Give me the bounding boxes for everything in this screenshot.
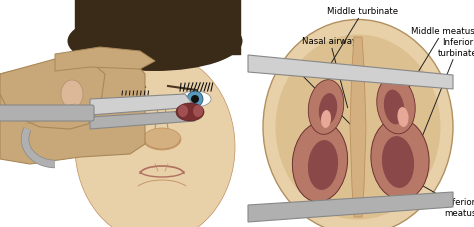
Ellipse shape	[128, 96, 142, 109]
Text: Floor of nose: Floor of nose	[320, 200, 376, 214]
Ellipse shape	[308, 141, 338, 190]
Ellipse shape	[384, 90, 404, 125]
Polygon shape	[90, 95, 195, 116]
Ellipse shape	[131, 99, 138, 106]
Ellipse shape	[371, 118, 429, 200]
Text: Nasal airway: Nasal airway	[302, 37, 357, 108]
Polygon shape	[350, 38, 366, 217]
Ellipse shape	[275, 35, 440, 220]
Ellipse shape	[308, 80, 344, 135]
Polygon shape	[248, 56, 453, 90]
FancyBboxPatch shape	[0, 106, 94, 121]
Ellipse shape	[382, 136, 414, 188]
Ellipse shape	[176, 104, 204, 121]
Ellipse shape	[179, 92, 211, 108]
Text: Nasal septum: Nasal septum	[266, 65, 352, 126]
Polygon shape	[90, 111, 195, 129]
Ellipse shape	[321, 111, 331, 128]
Ellipse shape	[398, 108, 409, 127]
Ellipse shape	[191, 96, 199, 104]
Ellipse shape	[187, 92, 203, 108]
Text: Inferior
meatus: Inferior meatus	[417, 183, 474, 217]
Text: Middle turbinate: Middle turbinate	[328, 7, 399, 64]
Ellipse shape	[319, 94, 337, 125]
Text: Middle meatus: Middle meatus	[401, 27, 474, 101]
Polygon shape	[0, 55, 145, 164]
Text: Inferior
turbinate: Inferior turbinate	[419, 38, 474, 146]
Ellipse shape	[143, 128, 181, 150]
Ellipse shape	[377, 77, 415, 134]
Ellipse shape	[67, 12, 243, 72]
Ellipse shape	[120, 96, 150, 109]
Polygon shape	[0, 60, 105, 129]
Ellipse shape	[75, 53, 235, 227]
Ellipse shape	[61, 81, 83, 109]
Ellipse shape	[178, 106, 188, 118]
Polygon shape	[248, 192, 453, 222]
Ellipse shape	[263, 20, 453, 227]
Ellipse shape	[193, 106, 203, 118]
Ellipse shape	[292, 123, 347, 202]
Polygon shape	[80, 15, 235, 58]
Polygon shape	[55, 48, 155, 72]
